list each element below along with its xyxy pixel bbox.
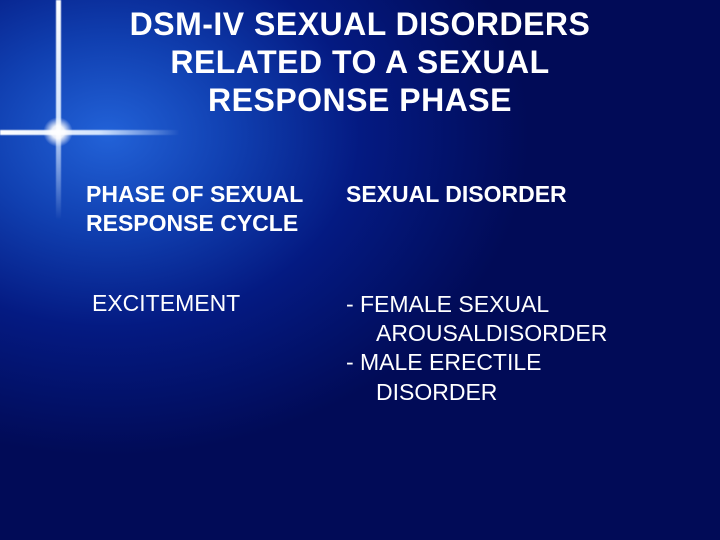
phase-label: EXCITEMENT [92, 290, 240, 316]
title-line: RESPONSE PHASE [0, 82, 720, 120]
title-line: DSM-IV SEXUAL DISORDERS [0, 6, 720, 44]
slide: DSM-IV SEXUAL DISORDERS RELATED TO A SEX… [0, 0, 720, 540]
lens-flare-horizontal [0, 130, 180, 135]
title-line: RELATED TO A SEXUAL [0, 44, 720, 82]
dash-bullet: - [346, 348, 360, 407]
phase-cell: EXCITEMENT [86, 290, 346, 317]
header-text: SEXUAL DISORDER [346, 180, 700, 209]
disorder-text: MALE ERECTILE DISORDER [360, 348, 700, 407]
column-header-disorder: SEXUAL DISORDER [346, 180, 700, 209]
content-area: PHASE OF SEXUAL RESPONSE CYCLE SEXUAL DI… [86, 180, 700, 407]
column-header-phase: PHASE OF SEXUAL RESPONSE CYCLE [86, 180, 346, 238]
dash-bullet: - [346, 290, 360, 349]
disorder-line: AROUSALDISORDER [360, 319, 700, 348]
disorder-cell: - FEMALE SEXUAL AROUSALDISORDER - MALE E… [346, 290, 700, 408]
disorder-item: - FEMALE SEXUAL AROUSALDISORDER [346, 290, 700, 349]
disorder-line: MALE ERECTILE [360, 348, 700, 377]
table-row: EXCITEMENT - FEMALE SEXUAL AROUSALDISORD… [86, 290, 700, 408]
header-text: RESPONSE CYCLE [86, 209, 346, 238]
lens-flare-core [43, 117, 73, 147]
table-header-row: PHASE OF SEXUAL RESPONSE CYCLE SEXUAL DI… [86, 180, 700, 238]
disorder-line: DISORDER [360, 378, 700, 407]
slide-title: DSM-IV SEXUAL DISORDERS RELATED TO A SEX… [0, 6, 720, 119]
disorder-text: FEMALE SEXUAL AROUSALDISORDER [360, 290, 700, 349]
header-text: PHASE OF SEXUAL [86, 180, 346, 209]
disorder-line: FEMALE SEXUAL [360, 290, 700, 319]
disorder-item: - MALE ERECTILE DISORDER [346, 348, 700, 407]
